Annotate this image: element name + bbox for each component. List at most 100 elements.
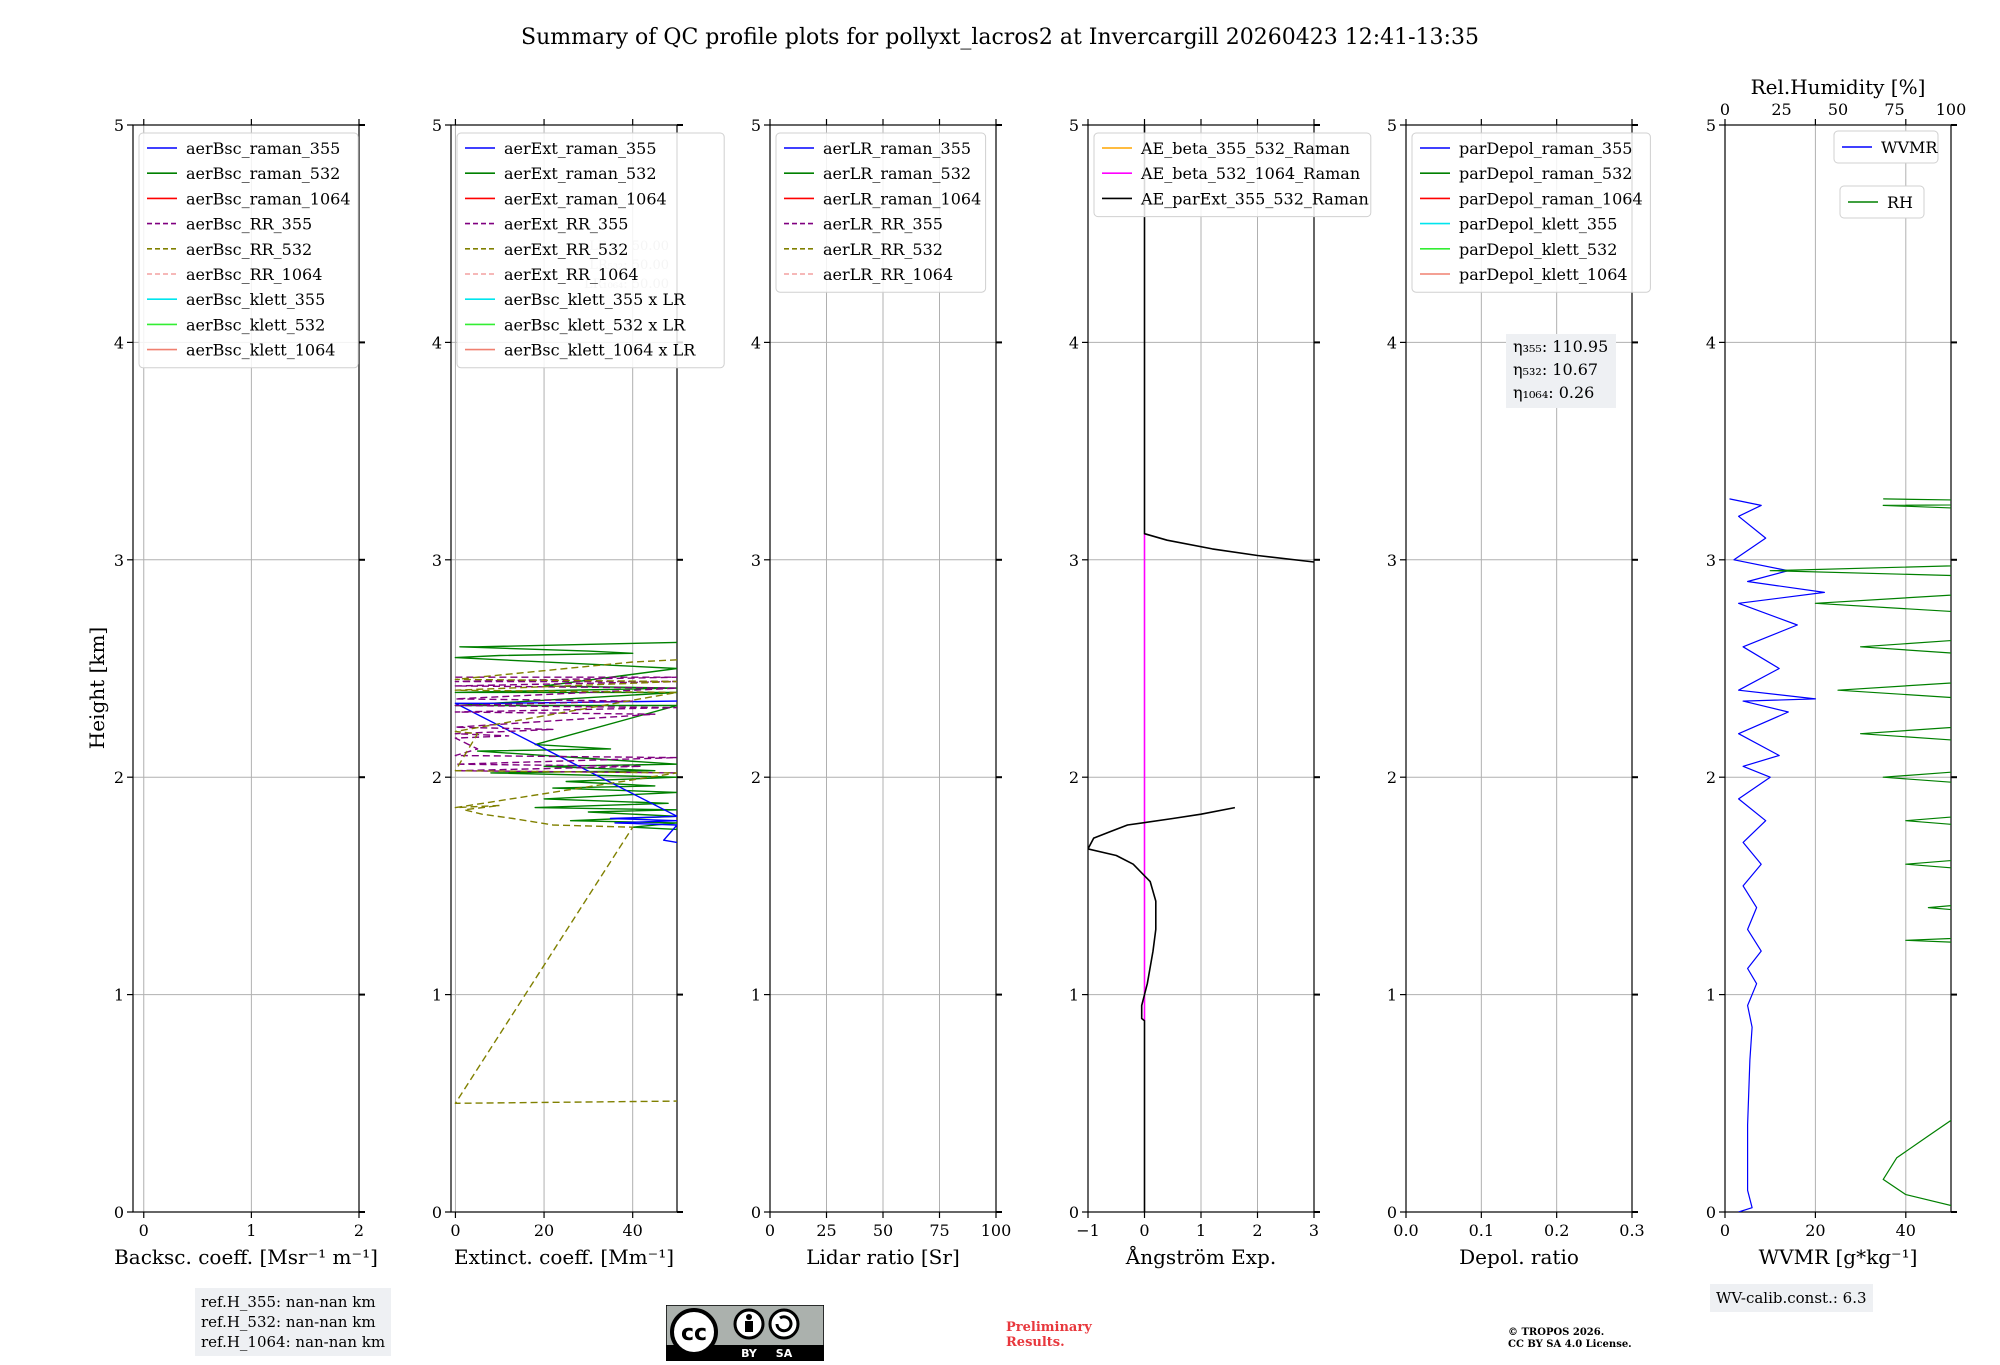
series-group — [1730, 499, 2000, 1212]
y-tick-label: 0 — [751, 1203, 761, 1222]
legend-label: aerLR_RR_532 — [823, 240, 943, 259]
panel-frame — [1725, 125, 1951, 1212]
y-tick-label: 5 — [432, 116, 442, 135]
legend-label-rh: RH — [1887, 193, 1913, 212]
legend-label: aerLR_RR_355 — [823, 215, 943, 234]
legend-label: aerBsc_klett_1064 — [186, 341, 335, 360]
top-x-tick-label: 0 — [1720, 100, 1730, 119]
x-tick-label: −1 — [1076, 1221, 1100, 1240]
y-tick-label: 2 — [1069, 768, 1079, 787]
series-aerExt_RR_532 — [455, 660, 677, 1104]
x-tick-label: 0.3 — [1619, 1221, 1644, 1240]
legend-label: parDepol_raman_355 — [1459, 139, 1632, 158]
y-tick-label: 4 — [1706, 333, 1716, 352]
y-tick-label: 4 — [114, 333, 124, 352]
legend-label: aerBsc_klett_532 x LR — [504, 315, 686, 334]
y-tick-label: 5 — [1387, 116, 1397, 135]
y-tick-label: 5 — [1069, 116, 1079, 135]
y-tick-label: 2 — [1706, 768, 1716, 787]
wv-calib-box: WV-calib.const.: 6.3 — [1710, 1284, 1873, 1312]
x-tick-label: 2 — [1252, 1221, 1262, 1240]
x-axis-label: Lidar ratio [Sr] — [806, 1245, 960, 1269]
x-tick-label: 0 — [765, 1221, 775, 1240]
copyright-note: © TROPOS 2026. CC BY SA 4.0 License. — [1508, 1327, 1632, 1351]
top-x-axis-label: Rel.Humidity [%] — [1751, 75, 1926, 99]
legend-label: aerBsc_klett_1064 x LR — [504, 341, 696, 360]
y-tick-label: 0 — [1706, 1203, 1716, 1222]
by-label: BY — [741, 1347, 758, 1360]
figure-title: Summary of QC profile plots for pollyxt_… — [521, 25, 1479, 50]
top-x-tick-label: 100 — [1936, 100, 1967, 119]
y-axis-label: Height [km] — [85, 627, 109, 749]
top-x-tick-label: 25 — [1771, 100, 1791, 119]
y-tick-label: 5 — [751, 116, 761, 135]
top-x-tick-label: 75 — [1884, 100, 1904, 119]
y-tick-label: 3 — [114, 551, 124, 570]
x-tick-label: 0 — [139, 1221, 149, 1240]
legend-label: aerExt_RR_532 — [504, 240, 628, 259]
x-tick-label: 40 — [623, 1221, 643, 1240]
x-tick-label: 20 — [534, 1221, 554, 1240]
series-AE_parExt_355_532_Raman — [1088, 808, 1235, 1212]
sa-label: SA — [776, 1347, 793, 1360]
legend-label: aerBsc_klett_532 — [186, 315, 325, 334]
y-tick-label: 2 — [432, 768, 442, 787]
y-tick-label: 5 — [114, 116, 124, 135]
x-tick-label: 2 — [354, 1221, 364, 1240]
x-axis-label: Ångström Exp. — [1125, 1244, 1276, 1269]
y-tick-label: 1 — [1069, 986, 1079, 1005]
x-tick-label: 0.0 — [1393, 1221, 1418, 1240]
y-tick-label: 3 — [1387, 551, 1397, 570]
eta-value: η₅₃₂: 10.67 — [1513, 360, 1598, 379]
series-RH — [1770, 499, 2000, 1212]
cc-icon-text: cc — [681, 1321, 707, 1346]
x-tick-label: 50 — [873, 1221, 893, 1240]
legend-label: aerLR_RR_1064 — [823, 265, 953, 284]
y-tick-label: 1 — [432, 986, 442, 1005]
y-tick-label: 2 — [114, 768, 124, 787]
x-axis-label: Depol. ratio — [1459, 1245, 1579, 1269]
x-axis-label: Extinct. coeff. [Mm⁻¹] — [454, 1245, 674, 1269]
x-tick-label: 3 — [1309, 1221, 1319, 1240]
y-tick-label: 0 — [1069, 1203, 1079, 1222]
eta-value: η₁₀₆₄: 0.26 — [1513, 383, 1594, 402]
legend-label: parDepol_klett_532 — [1459, 240, 1617, 259]
x-tick-label: 0 — [1720, 1221, 1730, 1240]
legend-label: aerLR_raman_532 — [823, 164, 971, 183]
y-tick-label: 0 — [1387, 1203, 1397, 1222]
series-aerExt_raman_532 — [455, 642, 677, 829]
x-tick-label: 0.2 — [1544, 1221, 1569, 1240]
y-tick-label: 1 — [1387, 986, 1397, 1005]
legend-label: parDepol_klett_355 — [1459, 215, 1617, 234]
legend-label: aerExt_raman_532 — [504, 164, 657, 183]
preliminary-results-note: Preliminary Results. — [1006, 1320, 1092, 1350]
legend-label: aerLR_raman_355 — [823, 139, 971, 158]
legend-label: AE_parExt_355_532_Raman — [1140, 189, 1369, 208]
legend-label: aerBsc_klett_355 — [186, 290, 325, 309]
x-tick-label: 1 — [1196, 1221, 1206, 1240]
copyright-line-1: © TROPOS 2026. — [1508, 1327, 1632, 1339]
y-tick-label: 5 — [1706, 116, 1716, 135]
eta-value: η₃₅₅: 110.95 — [1513, 337, 1608, 356]
x-tick-label: 20 — [1805, 1221, 1825, 1240]
legend-label: parDepol_raman_532 — [1459, 164, 1632, 183]
series-group — [455, 642, 677, 1103]
legend-label: aerBsc_raman_1064 — [186, 189, 351, 208]
wv-calib-text: WV-calib.const.: 6.3 — [1716, 1288, 1867, 1308]
preliminary-line-1: Preliminary — [1006, 1320, 1092, 1335]
preliminary-line-2: Results. — [1006, 1335, 1092, 1350]
legend-label: aerBsc_raman_532 — [186, 164, 340, 183]
y-tick-label: 2 — [751, 768, 761, 787]
x-tick-label: 75 — [929, 1221, 949, 1240]
x-axis-label: WVMR [g*kg⁻¹] — [1759, 1245, 1918, 1269]
top-x-tick-label: 50 — [1828, 100, 1848, 119]
x-axis-label: Backsc. coeff. [Msr⁻¹ m⁻¹] — [114, 1245, 378, 1269]
x-tick-label: 100 — [981, 1221, 1012, 1240]
y-tick-label: 4 — [432, 333, 442, 352]
legend-label: aerExt_raman_1064 — [504, 189, 667, 208]
y-tick-label: 1 — [751, 986, 761, 1005]
legend-label: aerBsc_raman_355 — [186, 139, 340, 158]
